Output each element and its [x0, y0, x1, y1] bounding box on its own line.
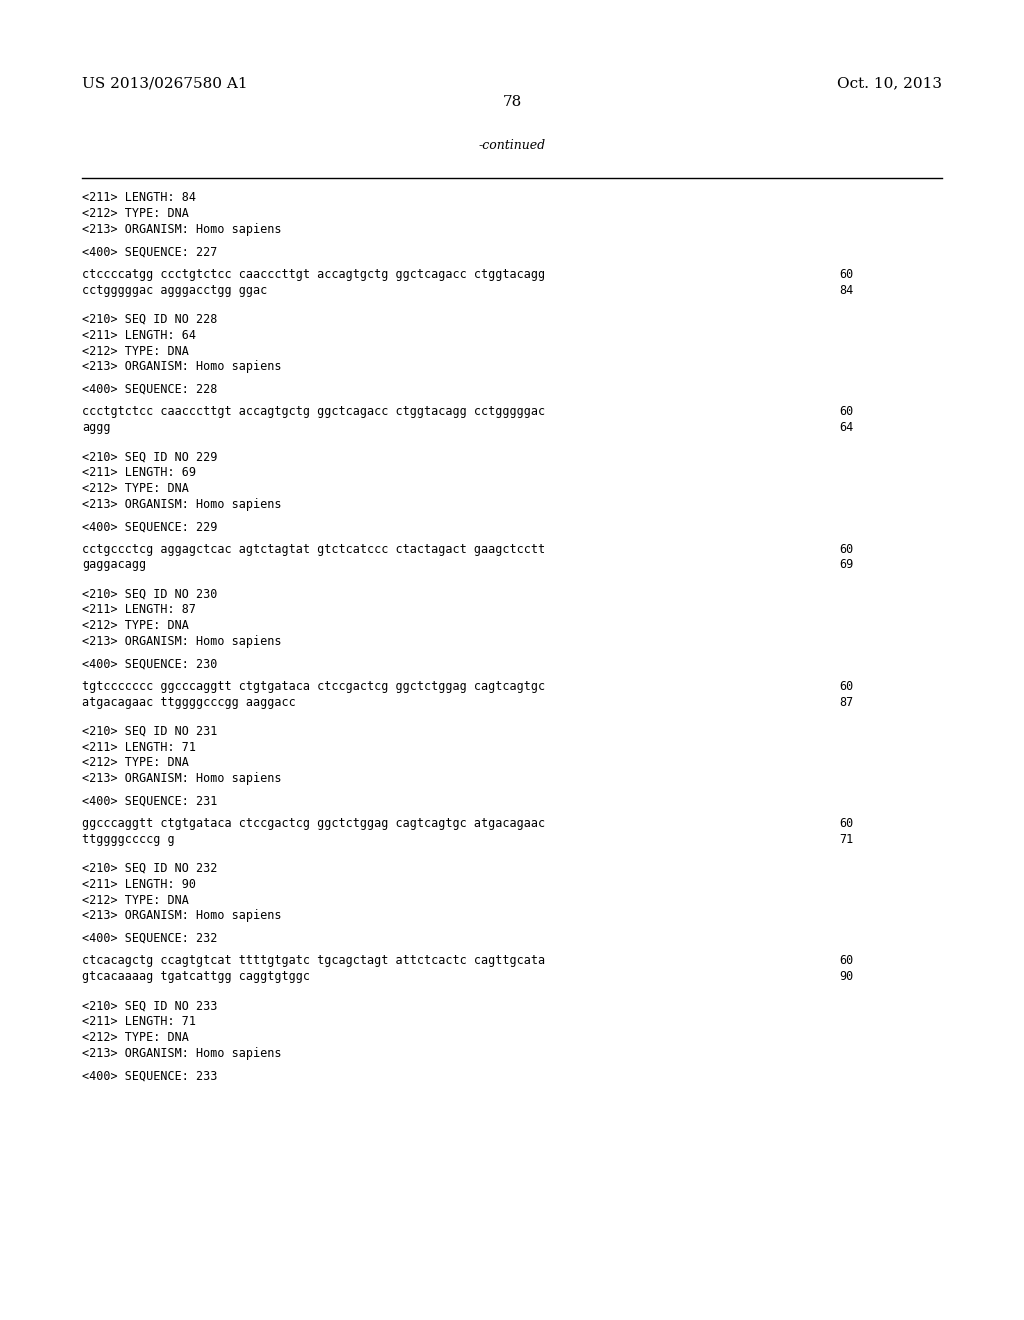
- Text: <210> SEQ ID NO 231: <210> SEQ ID NO 231: [82, 725, 217, 738]
- Text: <212> TYPE: DNA: <212> TYPE: DNA: [82, 482, 188, 495]
- Text: 84: 84: [840, 284, 854, 297]
- Text: ggcccaggtt ctgtgataca ctccgactcg ggctctggag cagtcagtgc atgacagaac: ggcccaggtt ctgtgataca ctccgactcg ggctctg…: [82, 817, 545, 830]
- Text: 60: 60: [840, 954, 854, 968]
- Text: <211> LENGTH: 64: <211> LENGTH: 64: [82, 329, 196, 342]
- Text: <211> LENGTH: 69: <211> LENGTH: 69: [82, 466, 196, 479]
- Text: 87: 87: [840, 696, 854, 709]
- Text: <210> SEQ ID NO 232: <210> SEQ ID NO 232: [82, 862, 217, 875]
- Text: <400> SEQUENCE: 230: <400> SEQUENCE: 230: [82, 657, 217, 671]
- Text: ctcacagctg ccagtgtcat ttttgtgatc tgcagctagt attctcactc cagttgcata: ctcacagctg ccagtgtcat ttttgtgatc tgcagct…: [82, 954, 545, 968]
- Text: ctccccatgg ccctgtctcc caacccttgt accagtgctg ggctcagacc ctggtacagg: ctccccatgg ccctgtctcc caacccttgt accagtg…: [82, 268, 545, 281]
- Text: <211> LENGTH: 71: <211> LENGTH: 71: [82, 741, 196, 754]
- Text: <400> SEQUENCE: 231: <400> SEQUENCE: 231: [82, 795, 217, 808]
- Text: 60: 60: [840, 268, 854, 281]
- Text: 71: 71: [840, 833, 854, 846]
- Text: 78: 78: [503, 95, 521, 110]
- Text: <212> TYPE: DNA: <212> TYPE: DNA: [82, 1031, 188, 1044]
- Text: US 2013/0267580 A1: US 2013/0267580 A1: [82, 77, 248, 91]
- Text: gtcacaaaag tgatcattgg caggtgtggc: gtcacaaaag tgatcattgg caggtgtggc: [82, 970, 310, 983]
- Text: <210> SEQ ID NO 233: <210> SEQ ID NO 233: [82, 999, 217, 1012]
- Text: <213> ORGANISM: Homo sapiens: <213> ORGANISM: Homo sapiens: [82, 772, 282, 785]
- Text: 69: 69: [840, 558, 854, 572]
- Text: 90: 90: [840, 970, 854, 983]
- Text: <210> SEQ ID NO 228: <210> SEQ ID NO 228: [82, 313, 217, 326]
- Text: -continued: -continued: [478, 139, 546, 152]
- Text: <210> SEQ ID NO 230: <210> SEQ ID NO 230: [82, 587, 217, 601]
- Text: <213> ORGANISM: Homo sapiens: <213> ORGANISM: Homo sapiens: [82, 360, 282, 374]
- Text: <211> LENGTH: 84: <211> LENGTH: 84: [82, 191, 196, 205]
- Text: <213> ORGANISM: Homo sapiens: <213> ORGANISM: Homo sapiens: [82, 1047, 282, 1060]
- Text: 60: 60: [840, 405, 854, 418]
- Text: aggg: aggg: [82, 421, 111, 434]
- Text: 60: 60: [840, 817, 854, 830]
- Text: <210> SEQ ID NO 229: <210> SEQ ID NO 229: [82, 450, 217, 463]
- Text: cctgggggac agggacctgg ggac: cctgggggac agggacctgg ggac: [82, 284, 267, 297]
- Text: <211> LENGTH: 71: <211> LENGTH: 71: [82, 1015, 196, 1028]
- Text: <212> TYPE: DNA: <212> TYPE: DNA: [82, 756, 188, 770]
- Text: 60: 60: [840, 680, 854, 693]
- Text: <211> LENGTH: 87: <211> LENGTH: 87: [82, 603, 196, 616]
- Text: <212> TYPE: DNA: <212> TYPE: DNA: [82, 894, 188, 907]
- Text: Oct. 10, 2013: Oct. 10, 2013: [837, 77, 942, 91]
- Text: <213> ORGANISM: Homo sapiens: <213> ORGANISM: Homo sapiens: [82, 909, 282, 923]
- Text: <213> ORGANISM: Homo sapiens: <213> ORGANISM: Homo sapiens: [82, 635, 282, 648]
- Text: <211> LENGTH: 90: <211> LENGTH: 90: [82, 878, 196, 891]
- Text: <213> ORGANISM: Homo sapiens: <213> ORGANISM: Homo sapiens: [82, 223, 282, 236]
- Text: 60: 60: [840, 543, 854, 556]
- Text: <212> TYPE: DNA: <212> TYPE: DNA: [82, 619, 188, 632]
- Text: ccctgtctcc caacccttgt accagtgctg ggctcagacc ctggtacagg cctgggggac: ccctgtctcc caacccttgt accagtgctg ggctcag…: [82, 405, 545, 418]
- Text: <213> ORGANISM: Homo sapiens: <213> ORGANISM: Homo sapiens: [82, 498, 282, 511]
- Text: <212> TYPE: DNA: <212> TYPE: DNA: [82, 207, 188, 220]
- Text: <400> SEQUENCE: 233: <400> SEQUENCE: 233: [82, 1069, 217, 1082]
- Text: gaggacagg: gaggacagg: [82, 558, 146, 572]
- Text: atgacagaac ttggggcccgg aaggacc: atgacagaac ttggggcccgg aaggacc: [82, 696, 296, 709]
- Text: 64: 64: [840, 421, 854, 434]
- Text: cctgccctcg aggagctcac agtctagtat gtctcatccc ctactagact gaagctcctt: cctgccctcg aggagctcac agtctagtat gtctcat…: [82, 543, 545, 556]
- Text: tgtccccccc ggcccaggtt ctgtgataca ctccgactcg ggctctggag cagtcagtgc: tgtccccccc ggcccaggtt ctgtgataca ctccgac…: [82, 680, 545, 693]
- Text: <212> TYPE: DNA: <212> TYPE: DNA: [82, 345, 188, 358]
- Text: <400> SEQUENCE: 228: <400> SEQUENCE: 228: [82, 383, 217, 396]
- Text: <400> SEQUENCE: 227: <400> SEQUENCE: 227: [82, 246, 217, 259]
- Text: ttggggccccg g: ttggggccccg g: [82, 833, 174, 846]
- Text: <400> SEQUENCE: 229: <400> SEQUENCE: 229: [82, 520, 217, 533]
- Text: <400> SEQUENCE: 232: <400> SEQUENCE: 232: [82, 932, 217, 945]
